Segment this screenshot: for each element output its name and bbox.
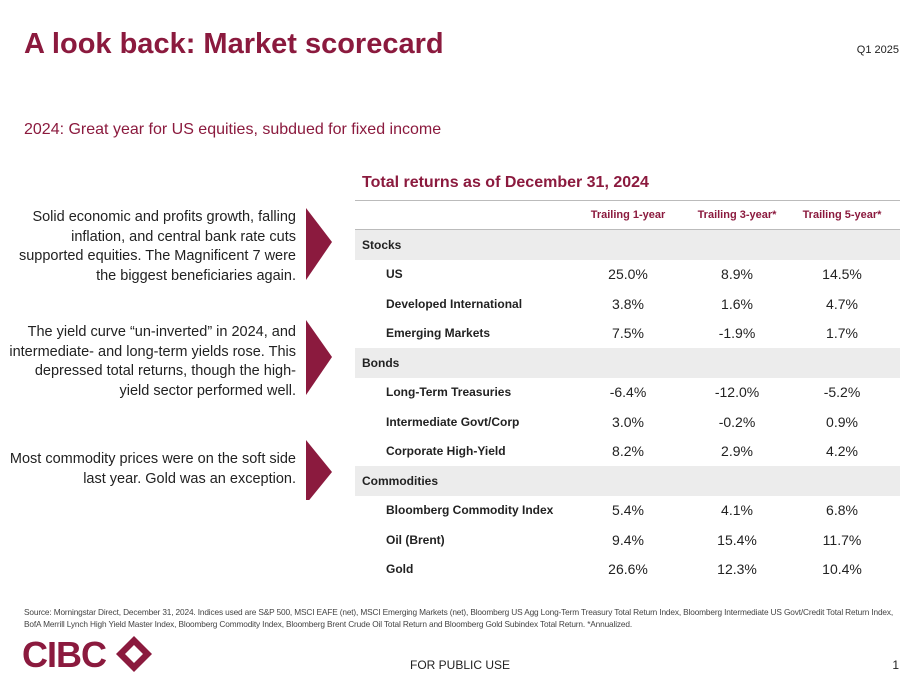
row-label: US: [386, 267, 403, 282]
row-label: Long-Term Treasuries: [386, 385, 512, 400]
data-row: Developed International 3.8% 1.6% 4.7%: [386, 295, 858, 312]
note: Most commodity prices were on the soft s…: [9, 451, 296, 487]
classification: FOR PUBLIC USE: [410, 658, 511, 672]
row-label: Oil (Brent): [386, 532, 445, 547]
page-number: 1: [892, 658, 899, 672]
group-row: Stocks: [355, 230, 900, 260]
date-tag: Q1 2025: [856, 44, 899, 56]
arrow: [306, 320, 332, 395]
data-row: Corporate High-Yield 8.2% 2.9% 4.2%: [386, 443, 858, 460]
data-row: Long-Term Treasuries -6.4% -12.0% -5.2%: [386, 384, 861, 401]
group-label: Stocks: [362, 237, 402, 252]
row-label: Emerging Markets: [386, 326, 491, 341]
arrow: [306, 208, 332, 280]
logo-mark: [116, 636, 152, 672]
source-note: Source: Morningstar Direct, December 31,…: [24, 607, 894, 629]
group-label: Commodities: [362, 473, 439, 488]
header-row: Trailing 1-year Trailing 3-year* Trailing …: [355, 200, 900, 230]
table: Trailing 1-year Trailing 3-year* Trailing …: [355, 200, 900, 584]
row-label: Developed International: [386, 296, 523, 311]
logo: CIBC: [22, 634, 107, 675]
row-label: Bloomberg Commodity Index: [386, 503, 554, 518]
data-row: Emerging Markets 7.5% -1.9% 1.7%: [386, 325, 858, 342]
row-label: Gold: [386, 562, 414, 577]
row-label: Intermediate Govt/Corp: [386, 414, 520, 429]
data-row: Gold 26.6% 12.3% 10.4%: [386, 561, 862, 578]
arrow: [306, 440, 332, 500]
data-row: Bloomberg Commodity Index 5.4% 4.1% 6.8%: [386, 502, 858, 519]
group-row: Commodities: [355, 466, 900, 496]
data-row: Intermediate Govt/Corp 3.0% -0.2% 0.9%: [386, 413, 858, 430]
arrows: [306, 208, 332, 500]
note: Solid economic and profits growth, falli…: [18, 209, 296, 284]
data-row: US 25.0% 8.9% 14.5%: [386, 266, 862, 283]
title: A look back: Market scorecard: [24, 28, 444, 60]
group-label: Bonds: [362, 355, 400, 370]
note: The yield curve “un-inverted” in 2024, a…: [9, 324, 296, 399]
subtitle: 2024: Great year for US equities, subdue…: [24, 121, 442, 138]
table-title: Total returns as of December 31, 2024: [362, 174, 649, 191]
data-row: Oil (Brent) 9.4% 15.4% 11.7%: [386, 531, 862, 548]
group-row: Bonds: [355, 348, 900, 378]
row-label: Corporate High-Yield: [386, 444, 506, 459]
